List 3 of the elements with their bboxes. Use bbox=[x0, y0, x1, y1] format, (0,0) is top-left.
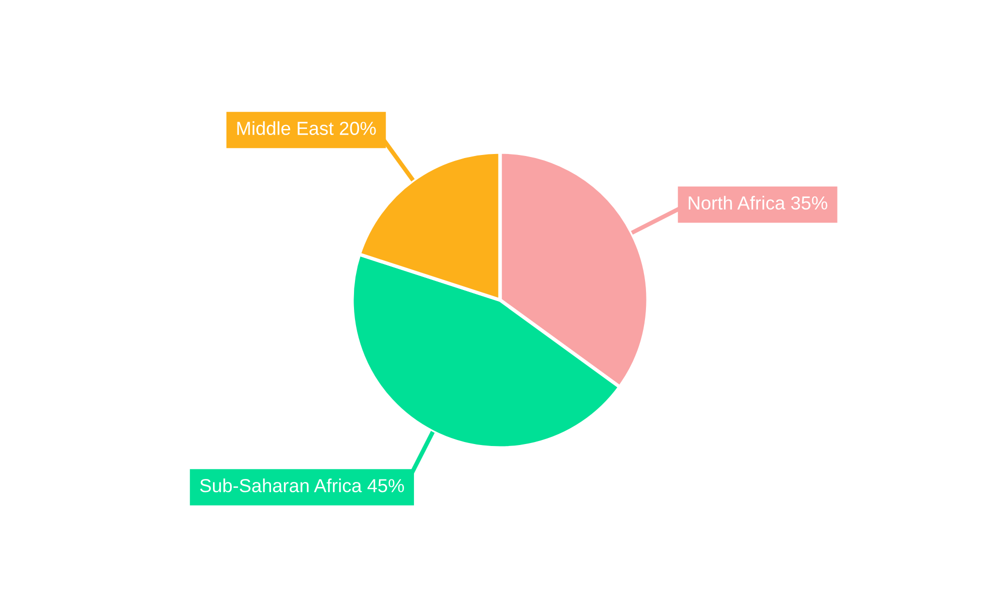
slice-label: Sub-Saharan Africa 45% bbox=[200, 478, 404, 492]
slice-label: Middle East 20% bbox=[237, 121, 376, 136]
slice-label: North Africa 35% bbox=[688, 196, 828, 210]
